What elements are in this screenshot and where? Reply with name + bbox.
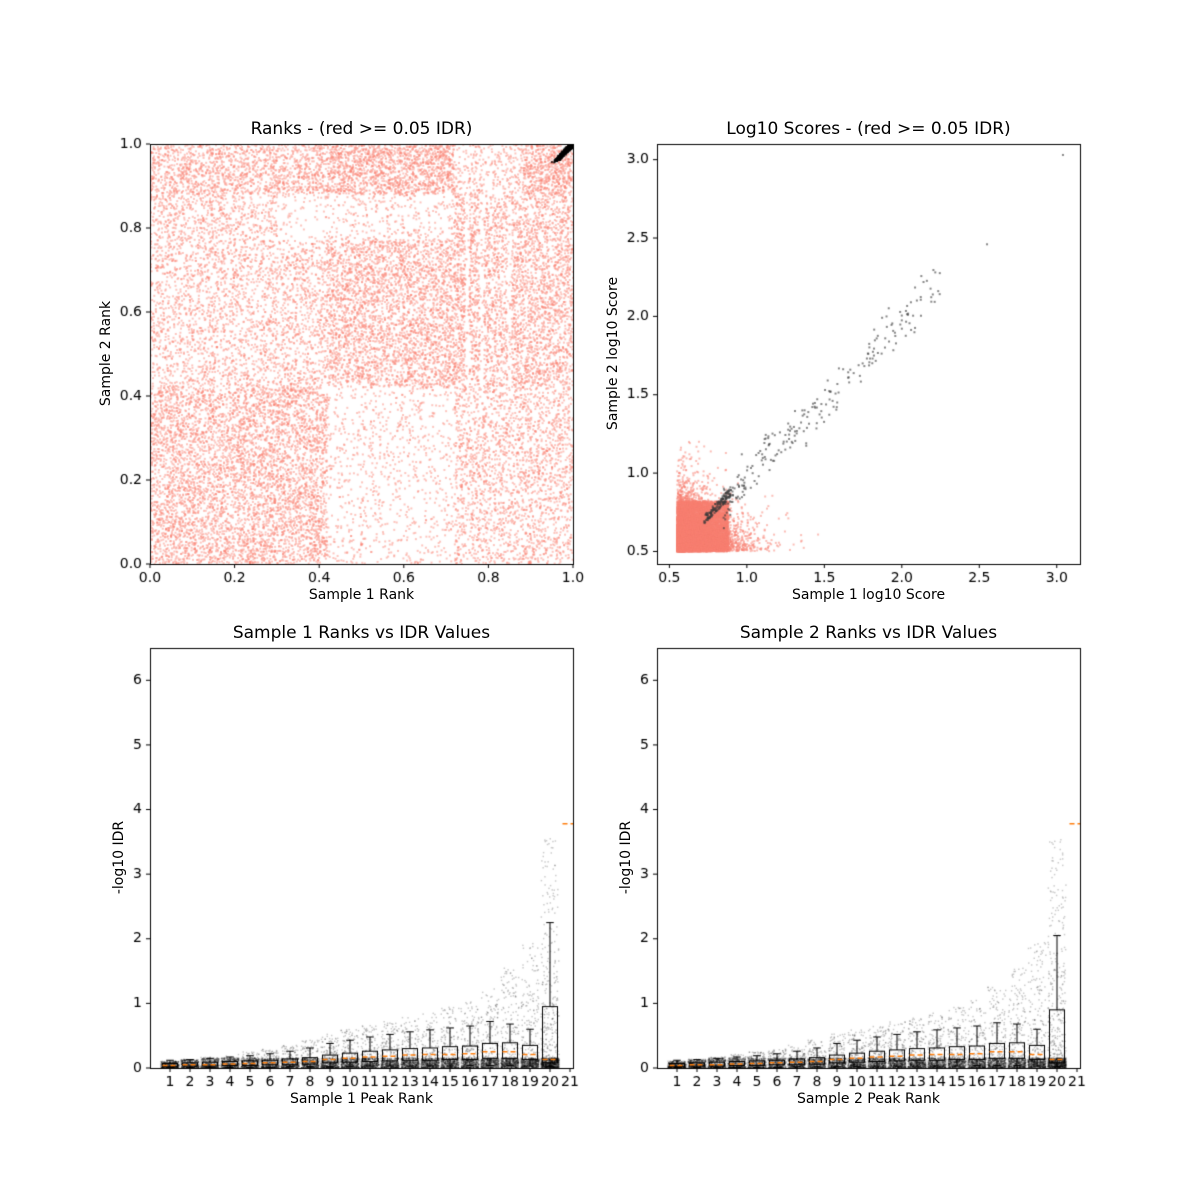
sample1-idr-plot-xlabel: Sample 1 Peak Rank bbox=[290, 1091, 433, 1107]
sample2-idr-plot-ylabel: -log10 IDR bbox=[618, 820, 634, 895]
ranks-plot-ylabel: Sample 2 Rank bbox=[98, 300, 114, 407]
sample2-idr-plot-xlabel: Sample 2 Peak Rank bbox=[797, 1091, 940, 1107]
scores-plot-xlabel: Sample 1 log10 Score bbox=[791, 587, 946, 603]
sample1-idr-plot-title: Sample 1 Ranks vs IDR Values bbox=[232, 623, 491, 643]
sample1-idr-plot-ylabel: -log10 IDR bbox=[111, 820, 127, 895]
scores-plot-ylabel: Sample 2 log10 Score bbox=[605, 276, 621, 431]
ranks-plot-xlabel: Sample 1 Rank bbox=[308, 587, 415, 603]
sample2-idr-plot-title: Sample 2 Ranks vs IDR Values bbox=[739, 623, 998, 643]
scores-plot-title: Log10 Scores - (red >= 0.05 IDR) bbox=[726, 119, 1011, 139]
ranks-plot-title: Ranks - (red >= 0.05 IDR) bbox=[250, 119, 473, 139]
